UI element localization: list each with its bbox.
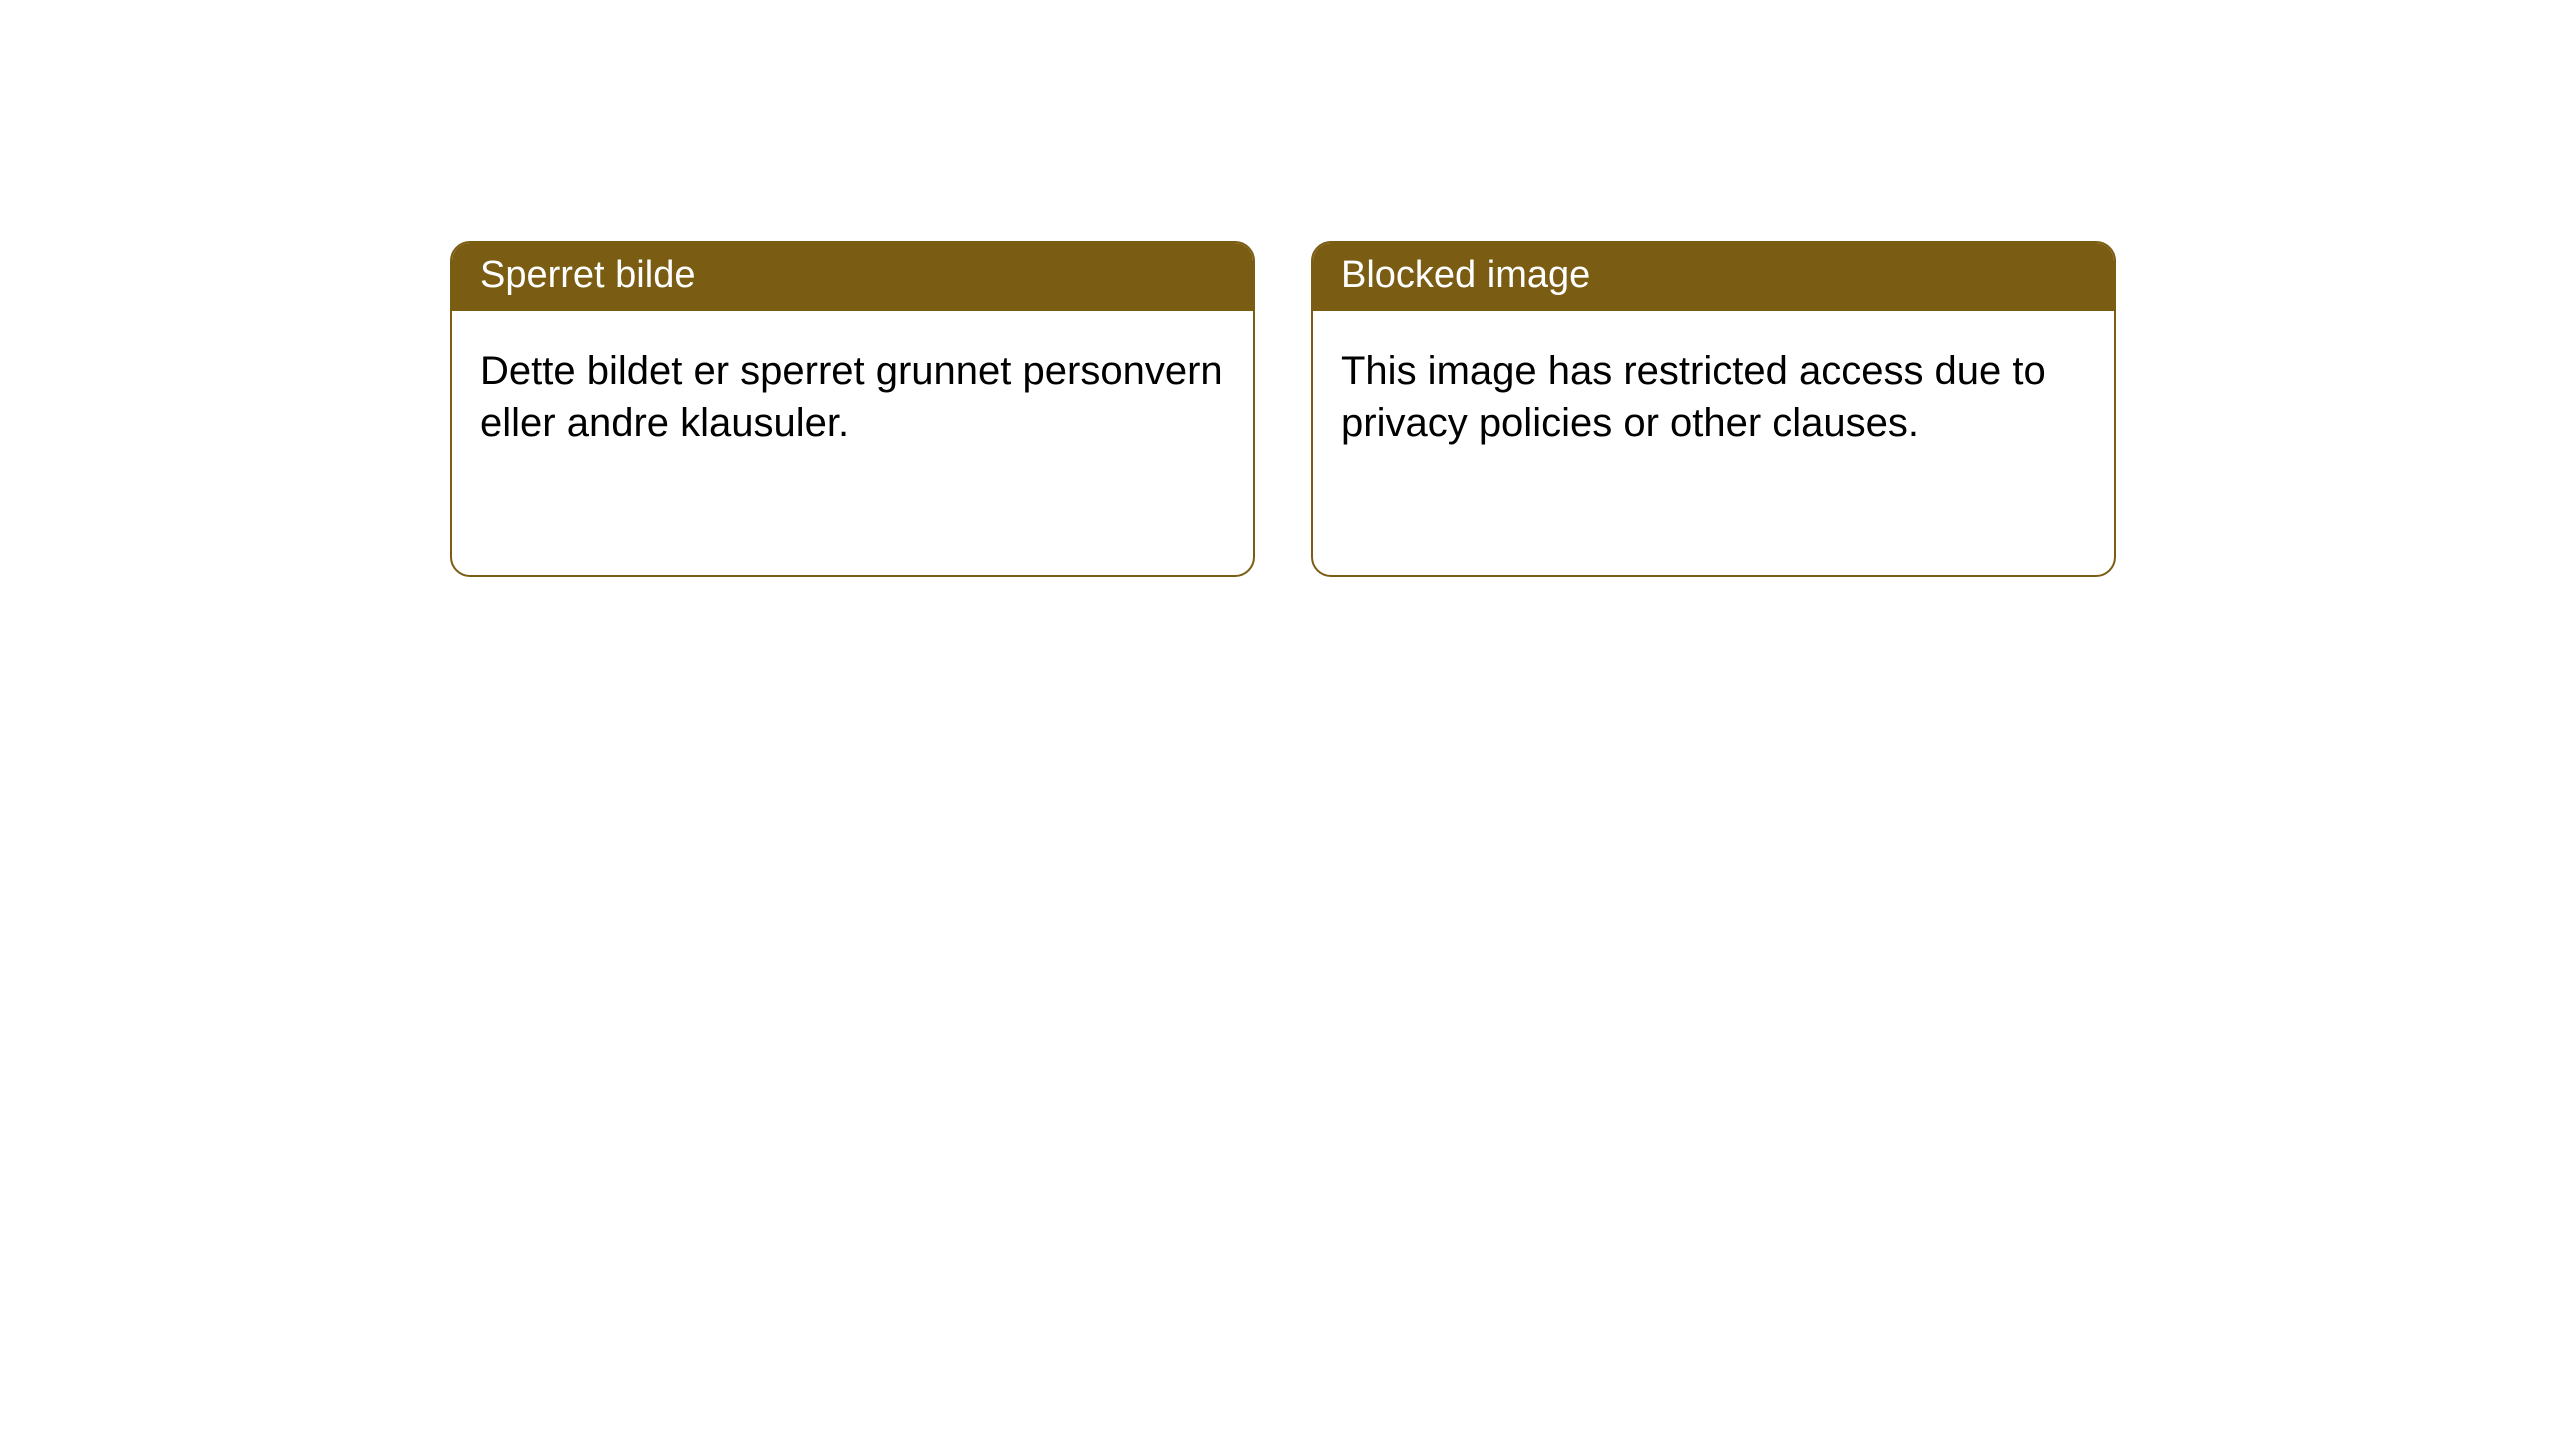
notice-card-norwegian: Sperret bilde Dette bildet er sperret gr… — [450, 241, 1255, 577]
card-header: Blocked image — [1313, 243, 2114, 311]
notice-card-english: Blocked image This image has restricted … — [1311, 241, 2116, 577]
card-body-text: Dette bildet er sperret grunnet personve… — [480, 349, 1223, 445]
card-body-text: This image has restricted access due to … — [1341, 349, 2046, 445]
card-title: Blocked image — [1341, 254, 1590, 296]
notice-container: Sperret bilde Dette bildet er sperret gr… — [0, 0, 2560, 577]
card-body: Dette bildet er sperret grunnet personve… — [452, 311, 1253, 477]
card-header: Sperret bilde — [452, 243, 1253, 311]
card-body: This image has restricted access due to … — [1313, 311, 2114, 477]
card-title: Sperret bilde — [480, 254, 695, 296]
